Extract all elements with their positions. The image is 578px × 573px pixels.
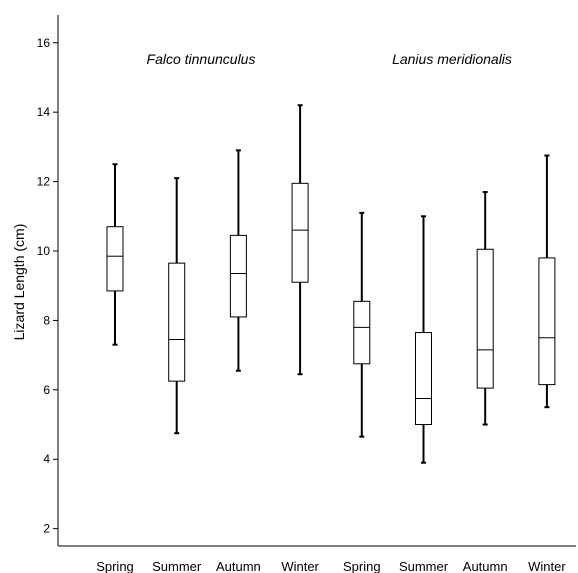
box-plot-item: [538, 154, 556, 409]
box-plot-item: [106, 163, 124, 346]
interquartile-box: [415, 332, 432, 426]
x-axis-category-labels: Spring Summer Autumn Winter Spring Summer Autu…: [96, 559, 566, 573]
x-category-label: Spring: [343, 559, 381, 573]
boxes: [106, 104, 556, 464]
box-plot-item: [415, 215, 432, 464]
x-category-label: Spring: [96, 559, 134, 573]
x-category-label: Summer: [399, 559, 449, 573]
interquartile-box: [168, 262, 186, 382]
group-labels: Falco tinnunculus Lanius meridionalis: [147, 51, 512, 67]
y-tick-label: 10: [37, 244, 51, 258]
interquartile-box: [538, 257, 556, 386]
interquartile-box: [476, 248, 494, 389]
y-tick-label: 6: [43, 383, 50, 397]
box-plot-item: [476, 191, 494, 426]
interquartile-box: [291, 182, 309, 283]
group-label: Falco tinnunculus: [147, 51, 256, 67]
interquartile-box: [106, 226, 124, 292]
y-axis: 2 4 6 8 10 12 14 16 Lizard Length (cm): [11, 15, 59, 546]
interquartile-box: [353, 300, 371, 365]
x-category-label: Winter: [528, 559, 566, 573]
y-tick-label: 16: [37, 36, 51, 50]
y-tick-label: 14: [37, 105, 51, 119]
box-plot-item: [353, 211, 371, 438]
box-plot-item: [291, 104, 309, 376]
x-category-label: Winter: [281, 559, 319, 573]
y-tick-label: 4: [43, 452, 50, 466]
interquartile-box: [229, 234, 247, 318]
x-category-label: Autumn: [463, 559, 508, 573]
box-plot-item: [229, 149, 247, 372]
box-plot-item: [168, 177, 186, 435]
y-tick-label: 12: [37, 175, 51, 189]
x-category-label: Summer: [152, 559, 202, 573]
y-tick-label: 2: [43, 522, 50, 536]
x-axis: Spring Summer Autumn Winter Spring Summer Autu…: [58, 545, 576, 573]
group-label: Lanius meridionalis: [392, 51, 512, 67]
x-category-label: Autumn: [216, 559, 261, 573]
y-axis-ticks: 2 4 6 8 10 12 14 16: [37, 36, 58, 536]
y-axis-title: Lizard Length (cm): [11, 224, 27, 341]
y-tick-label: 8: [43, 313, 50, 327]
